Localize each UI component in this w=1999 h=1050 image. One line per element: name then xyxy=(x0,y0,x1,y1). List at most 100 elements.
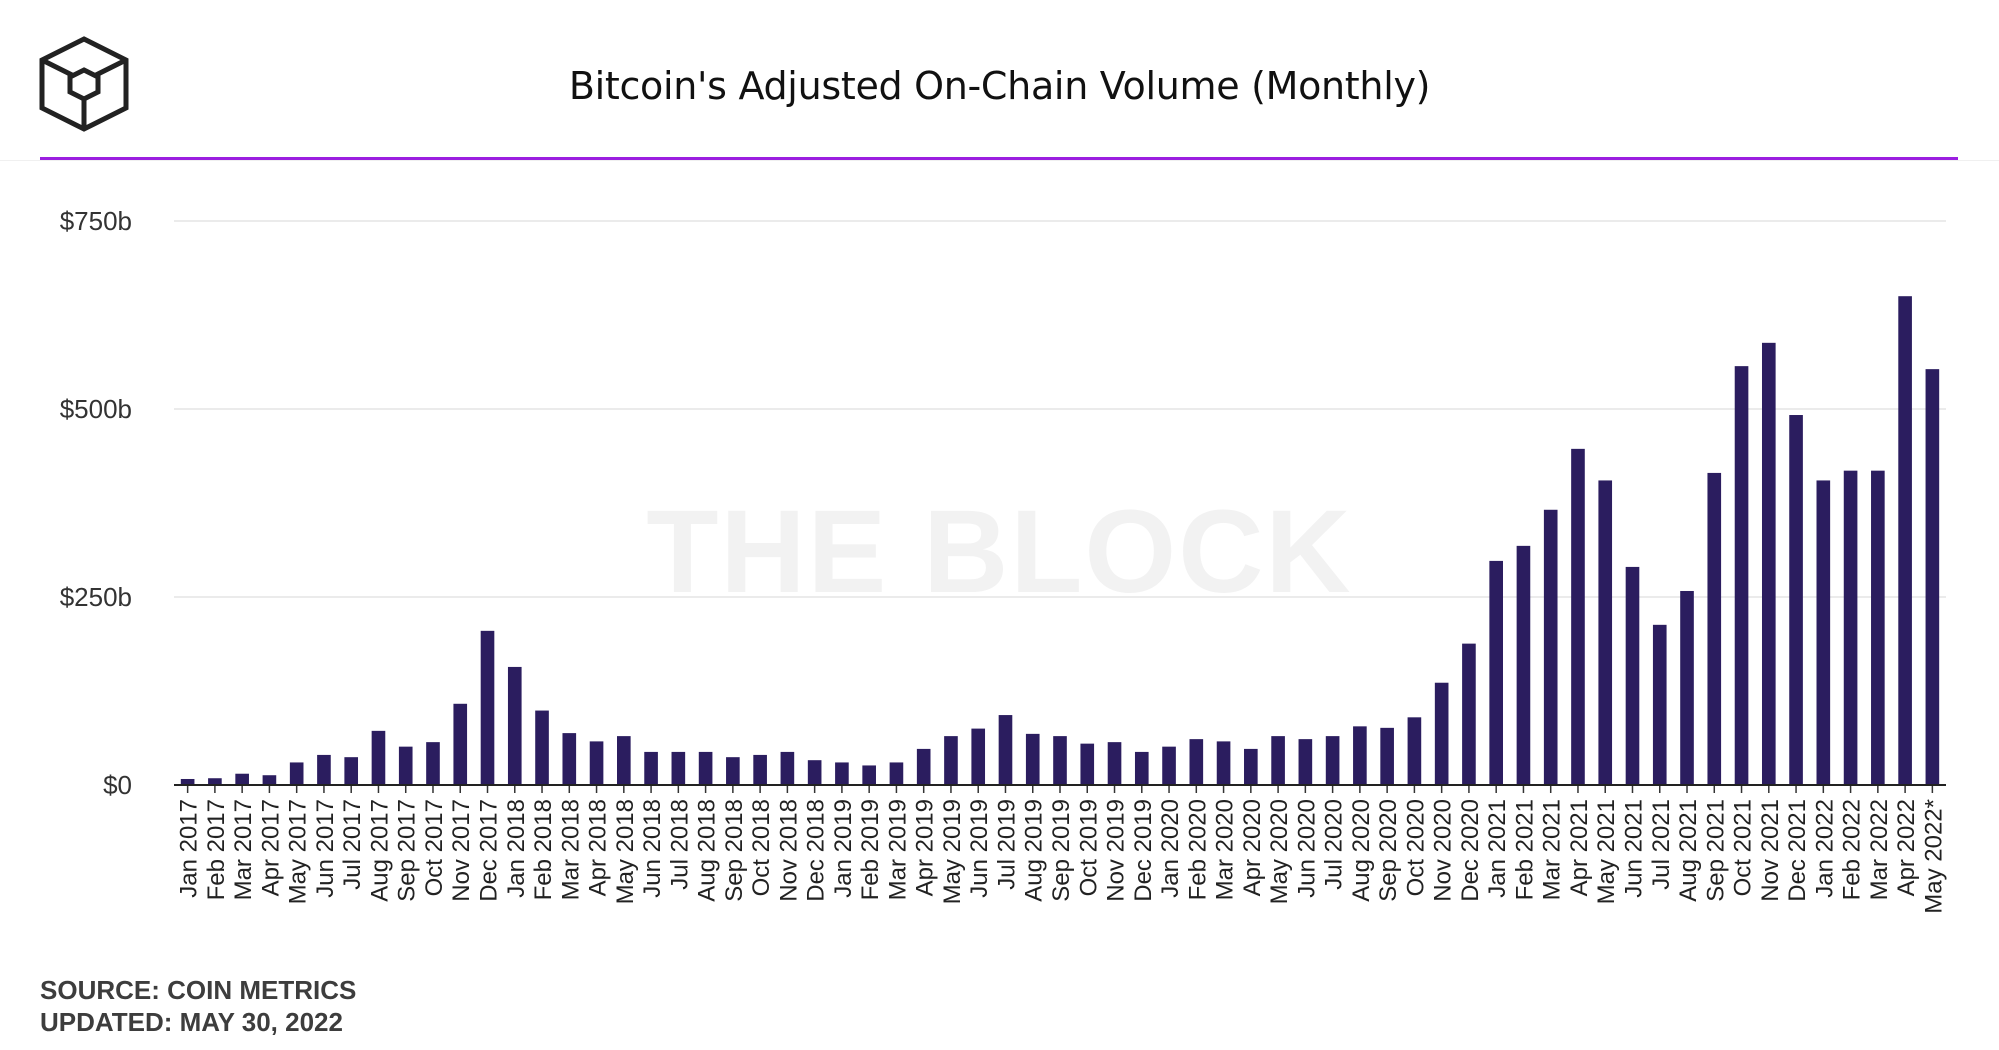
bar xyxy=(1407,717,1422,785)
bar xyxy=(1898,296,1912,785)
x-tick-label: Jul 2017 xyxy=(339,799,366,890)
x-tick-label: May 2017 xyxy=(285,799,312,904)
x-tick-label: Feb 2018 xyxy=(530,799,557,900)
x-tick-label: Apr 2019 xyxy=(912,799,939,896)
bar xyxy=(1652,624,1667,785)
x-tick-label: May 2022* xyxy=(1920,799,1947,914)
x-tick-label: May 2018 xyxy=(612,799,639,904)
bar xyxy=(235,773,249,785)
x-tick-label: Dec 2020 xyxy=(1457,799,1484,902)
bar xyxy=(1789,415,1803,785)
x-tick-label: Aug 2019 xyxy=(1021,799,1048,902)
x-tick-label: Feb 2020 xyxy=(1184,799,1211,900)
bar xyxy=(1107,742,1122,785)
bar xyxy=(289,762,304,785)
updated-label: UPDATED: MAY 30, 2022 xyxy=(40,1007,343,1037)
bar xyxy=(1162,746,1176,785)
x-tick-label: Jun 2020 xyxy=(1293,799,1320,898)
bar xyxy=(644,751,658,785)
x-tick-label: Nov 2019 xyxy=(1103,799,1130,902)
x-tick-label: Mar 2021 xyxy=(1539,799,1566,900)
bar xyxy=(1598,480,1613,785)
x-tick-label: Nov 2017 xyxy=(448,799,475,902)
bar xyxy=(480,630,495,785)
x-tick-label: May 2020 xyxy=(1266,799,1293,904)
x-tick-label: Nov 2018 xyxy=(775,799,802,902)
bar xyxy=(726,757,740,785)
x-tick-label: Dec 2017 xyxy=(476,799,503,902)
bar xyxy=(371,730,386,785)
bar xyxy=(1080,743,1095,785)
bar xyxy=(1216,741,1231,785)
bar xyxy=(1053,736,1067,785)
x-tick-label: Jul 2021 xyxy=(1648,799,1675,890)
x-tick-label: Jan 2017 xyxy=(176,799,203,898)
chart-title: Bitcoin's Adjusted On-Chain Volume (Mont… xyxy=(568,64,1431,108)
x-tick-label: Aug 2021 xyxy=(1675,799,1702,902)
x-tick-label: Apr 2022 xyxy=(1893,799,1920,896)
x-tick-label: Mar 2019 xyxy=(884,799,911,900)
bar xyxy=(1271,736,1285,785)
bar xyxy=(1380,727,1394,785)
x-tick-label: Nov 2020 xyxy=(1430,799,1457,902)
x-tick-label: Dec 2018 xyxy=(803,799,830,902)
bar xyxy=(1761,342,1776,785)
header-divider xyxy=(0,160,1999,161)
x-tick-label: Feb 2021 xyxy=(1511,799,1538,900)
bar xyxy=(562,733,577,785)
x-tick-label: Mar 2018 xyxy=(557,799,584,900)
x-tick-label: Jul 2019 xyxy=(993,799,1020,890)
x-tick-label: Oct 2017 xyxy=(421,799,448,896)
bar xyxy=(1025,733,1040,785)
x-tick-label: Jul 2018 xyxy=(666,799,693,890)
x-tick-label: Oct 2019 xyxy=(1075,799,1102,896)
bar xyxy=(971,728,986,785)
x-tick-label: Sep 2021 xyxy=(1702,799,1729,902)
x-tick-label: Apr 2017 xyxy=(257,799,284,896)
x-tick-label: Jan 2020 xyxy=(1157,799,1184,898)
bar xyxy=(426,742,440,785)
x-tick-label: Feb 2017 xyxy=(203,799,230,900)
x-tick-label: Jun 2021 xyxy=(1620,799,1647,898)
x-tick-label: Jan 2022 xyxy=(1811,799,1838,898)
x-tick-label: Aug 2018 xyxy=(694,799,721,902)
bar xyxy=(208,778,222,785)
x-tick-label: Sep 2017 xyxy=(394,799,421,902)
bar xyxy=(1707,472,1722,785)
x-tick-label: Apr 2021 xyxy=(1566,799,1593,896)
the-block-cube-icon xyxy=(39,36,129,132)
y-tick-label: $750b xyxy=(60,206,132,236)
x-tick-label: Aug 2020 xyxy=(1348,799,1375,902)
bar xyxy=(1325,736,1340,785)
bar xyxy=(807,760,822,785)
x-tick-label: Jan 2019 xyxy=(830,799,857,898)
x-tick-label: Apr 2018 xyxy=(585,799,612,896)
bar xyxy=(453,703,468,785)
source-label: SOURCE: COIN METRICS xyxy=(40,975,357,1005)
bar xyxy=(317,754,331,785)
bar xyxy=(1134,751,1149,785)
bar xyxy=(1680,590,1694,785)
bar xyxy=(1244,748,1258,785)
y-tick-label: $0 xyxy=(103,770,132,800)
bar xyxy=(180,778,195,785)
x-tick-label: Oct 2018 xyxy=(748,799,775,896)
bar xyxy=(398,746,413,785)
bar xyxy=(1353,726,1367,785)
x-tick-label: Feb 2022 xyxy=(1839,799,1866,900)
x-tick-label: Mar 2022 xyxy=(1866,799,1893,900)
bar xyxy=(1462,643,1476,785)
bar xyxy=(344,757,359,785)
y-tick-label: $250b xyxy=(60,582,132,612)
bar xyxy=(262,775,277,785)
bar xyxy=(1489,560,1503,785)
bar xyxy=(1571,448,1585,785)
bar xyxy=(1625,566,1640,785)
bar xyxy=(617,736,631,785)
bar xyxy=(1871,470,1885,785)
x-tick-label: Jun 2017 xyxy=(312,799,339,898)
x-tick-label: Jun 2018 xyxy=(639,799,666,898)
x-tick-label: Apr 2020 xyxy=(1239,799,1266,896)
x-tick-label: Jan 2021 xyxy=(1484,799,1511,898)
bar xyxy=(589,741,604,785)
